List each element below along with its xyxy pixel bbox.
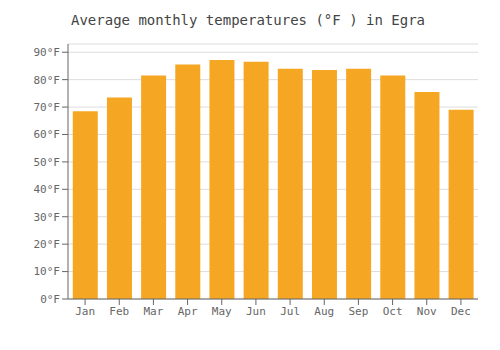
svg-text:0°F: 0°F <box>40 293 60 306</box>
svg-text:May: May <box>212 305 232 318</box>
svg-text:Oct: Oct <box>383 305 403 318</box>
svg-text:60°F: 60°F <box>34 128 61 141</box>
svg-text:Sep: Sep <box>348 305 368 318</box>
svg-text:Apr: Apr <box>178 305 198 318</box>
svg-text:10°F: 10°F <box>34 265 61 278</box>
svg-text:20°F: 20°F <box>34 238 61 251</box>
svg-text:80°F: 80°F <box>34 74 61 87</box>
svg-text:50°F: 50°F <box>34 156 61 169</box>
svg-text:Mar: Mar <box>143 305 163 318</box>
svg-text:Jan: Jan <box>75 305 95 318</box>
svg-text:Aug: Aug <box>314 305 334 318</box>
svg-text:40°F: 40°F <box>34 183 61 196</box>
svg-text:Feb: Feb <box>109 305 129 318</box>
svg-text:70°F: 70°F <box>34 101 61 114</box>
svg-text:90°F: 90°F <box>34 46 61 59</box>
svg-text:Nov: Nov <box>417 305 437 318</box>
html-text:Average monthly temperatures (: Average monthly temperatures (°F ) in Eg… <box>71 12 425 28</box>
svg-text:Dec: Dec <box>451 305 471 318</box>
svg-text:Jul: Jul <box>280 305 300 318</box>
svg-text:30°F: 30°F <box>34 211 61 224</box>
svg-text:Jun: Jun <box>246 305 266 318</box>
